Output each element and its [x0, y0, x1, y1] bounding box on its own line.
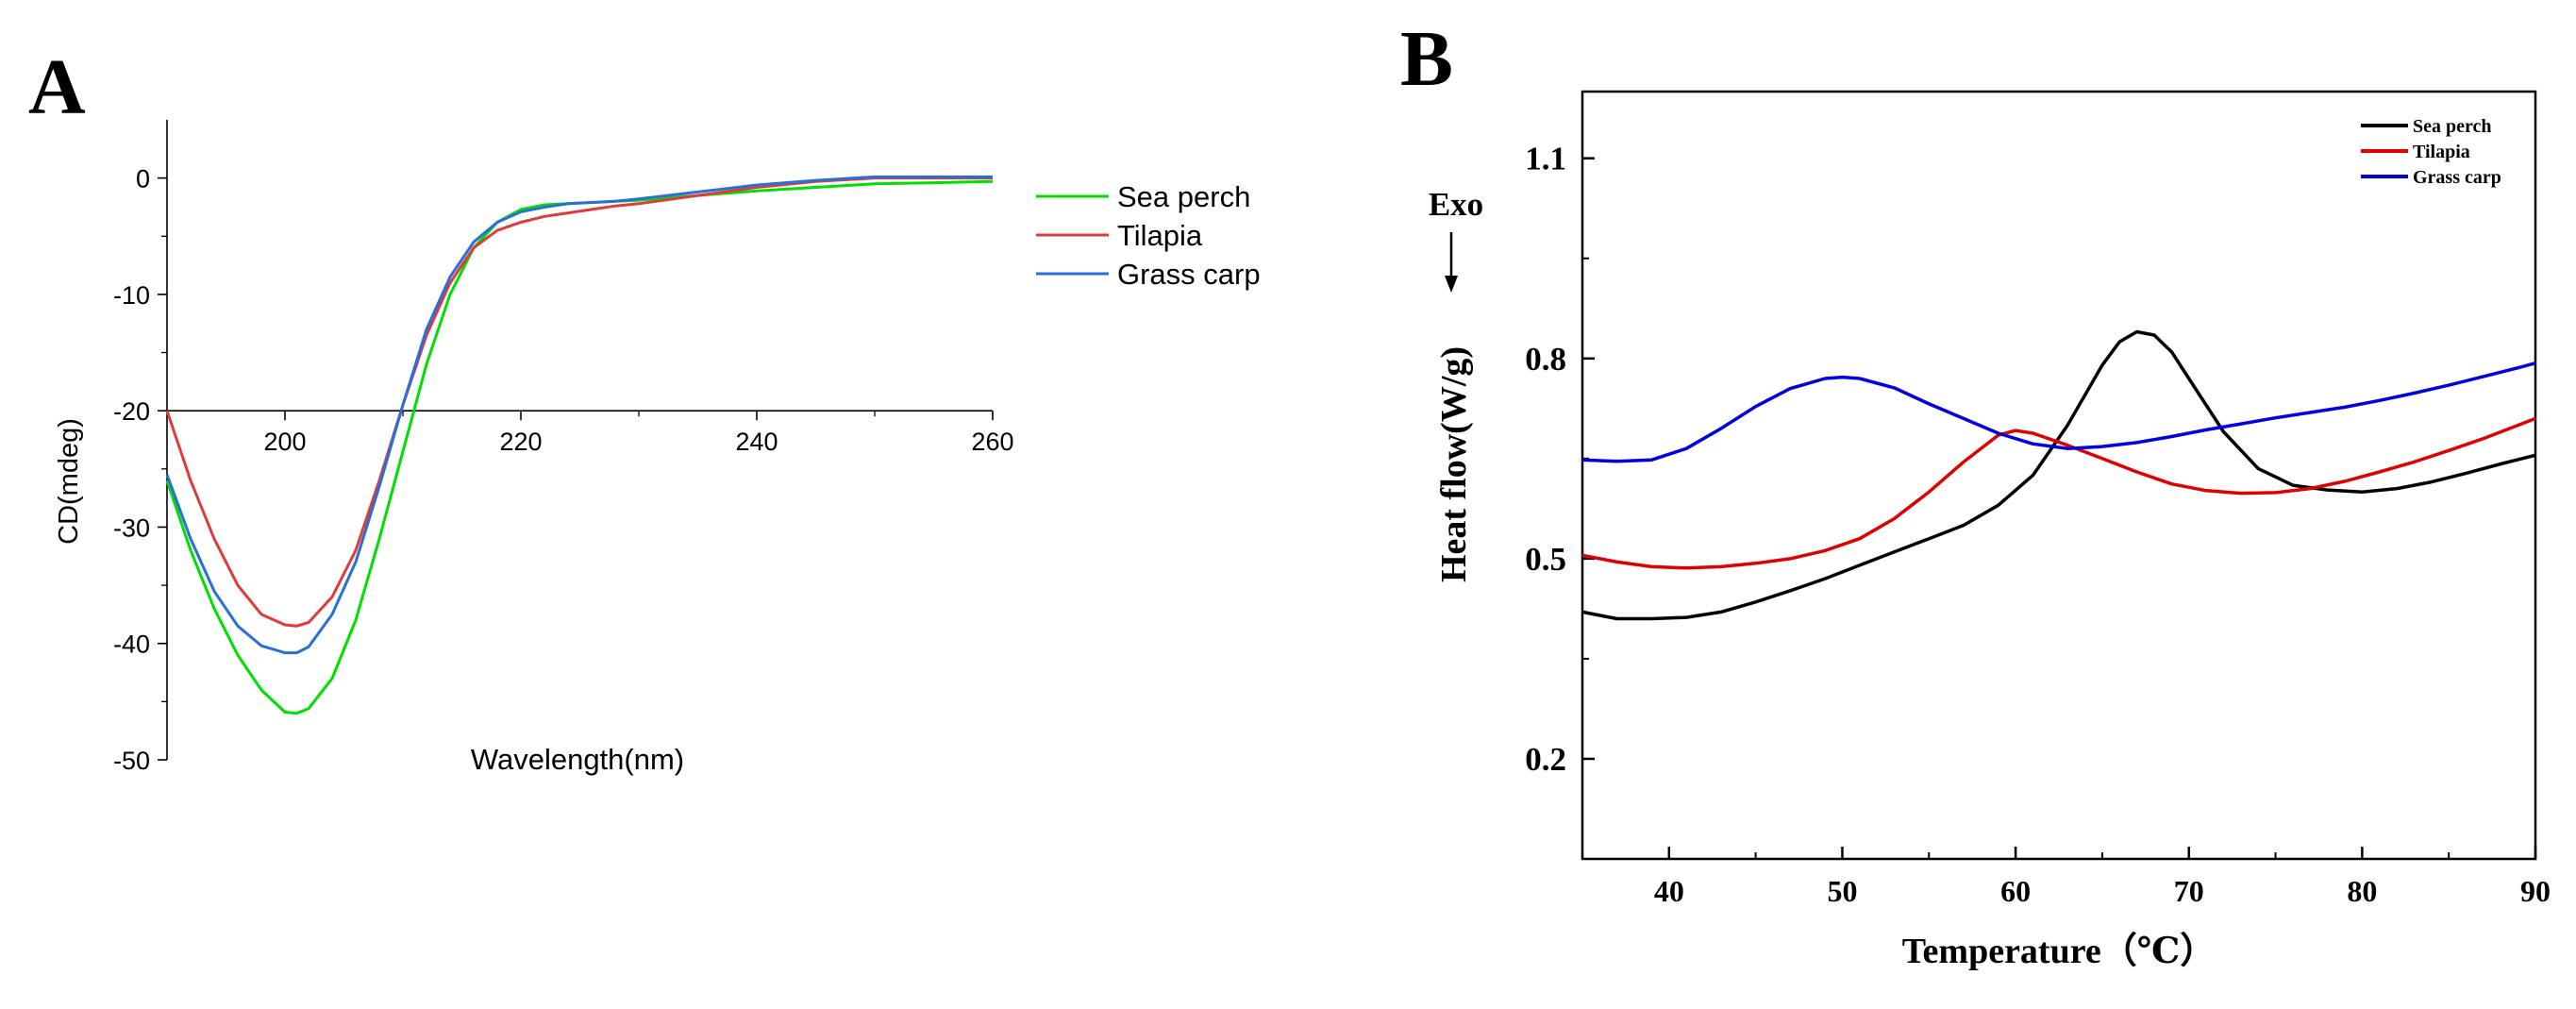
panel-a-series-grass-carp	[165, 175, 993, 655]
panel-b-legend: Sea perch Tilapia Grass carp	[2361, 116, 2501, 188]
panel-a-series-sea-perch	[165, 179, 994, 715]
panel-label-a: A	[28, 43, 86, 131]
panel-a-axes	[166, 120, 993, 760]
panel-b-x-tick-label: 70	[2174, 874, 2204, 908]
panel-a-y-tick-label: -10	[113, 281, 150, 310]
panel-b-y-tick-label: 0.8	[1525, 341, 1566, 378]
panel-b-legend-label-tilapia: Tilapia	[2413, 142, 2470, 162]
panel-b-x-tick-label: 90	[2520, 874, 2551, 908]
panel-b-x-tick-label: 40	[1654, 874, 1684, 908]
panel-a-y-tick-label: 0	[136, 165, 150, 193]
panel-a-legend: Sea perch Tilapia Grass carp	[1036, 180, 1261, 291]
panel-b-y-tick-label: 0.5	[1525, 541, 1566, 578]
panel-b-x-tick-label: 60	[2000, 874, 2031, 908]
panel-b-x-tick-label: 80	[2347, 874, 2377, 908]
panel-b-series	[1581, 329, 2536, 621]
panel-b-legend-label-sea-perch: Sea perch	[2413, 116, 2492, 137]
panel-b-series-tilapia	[1581, 416, 2536, 570]
panel-b-x-axis-label: Temperature（℃）	[1902, 932, 2216, 971]
panel-a-legend-label-grass-carp: Grass carp	[1117, 258, 1261, 291]
panel-a-y-tick-label: -50	[113, 747, 150, 775]
panel-b-series-grass-carp	[1581, 362, 2536, 463]
exo-arrow-icon	[1445, 232, 1458, 293]
panel-b-exo-annotation: Exo	[1429, 186, 1483, 223]
panel-a-cd-spectrum: 0 -10 -20 -30 -40 -50 200 220 240 260 Wavelength(…	[54, 120, 1261, 776]
panel-b-y-axis-label: Heat flow(W/g)	[1434, 346, 1474, 582]
panel-a-y-tick-label: -40	[113, 631, 150, 659]
panel-a-y-axis-label: CD(mdeg)	[54, 418, 84, 545]
panel-a-x-tick-label: 200	[263, 428, 306, 456]
panel-b-legend-label-grass-carp: Grass carp	[2413, 167, 2501, 188]
panel-b-plot-frame	[1581, 90, 2537, 861]
panel-b-dsc-thermogram: 40 50 60 70 80 900.20.50.81.1 Temperature（℃） …	[1429, 90, 2551, 971]
panel-a-ticks: 0 -10 -20 -30 -40 -50 200 220 240 260	[113, 165, 1014, 775]
panel-a-x-tick-label: 220	[499, 428, 542, 456]
panel-a-legend-label-tilapia: Tilapia	[1117, 219, 1203, 252]
panel-a-legend-label-sea-perch: Sea perch	[1117, 180, 1250, 213]
panel-a-x-tick-label: 240	[735, 428, 778, 456]
panel-b-y-tick-label: 0.2	[1525, 741, 1566, 778]
panel-a-x-axis-label: Wavelength(nm)	[471, 743, 684, 776]
panel-b-ticks: 40 50 60 70 80 90 0.2 0.5 0.8 1.1	[1525, 141, 2551, 908]
panel-b-y-tick-label: 1.1	[1525, 141, 1566, 177]
panel-a-series	[165, 175, 994, 715]
panel-b-series-sea-perch	[1581, 329, 2536, 621]
panel-a-series-tilapia	[165, 177, 993, 628]
panel-b-x-tick-label: 50	[1827, 874, 1857, 908]
panel-label-b: B	[1400, 15, 1453, 103]
panel-a-y-tick-label: -20	[113, 397, 150, 426]
panel-a-x-tick-label: 260	[971, 428, 1013, 456]
panel-a-y-tick-label: -30	[113, 513, 150, 542]
